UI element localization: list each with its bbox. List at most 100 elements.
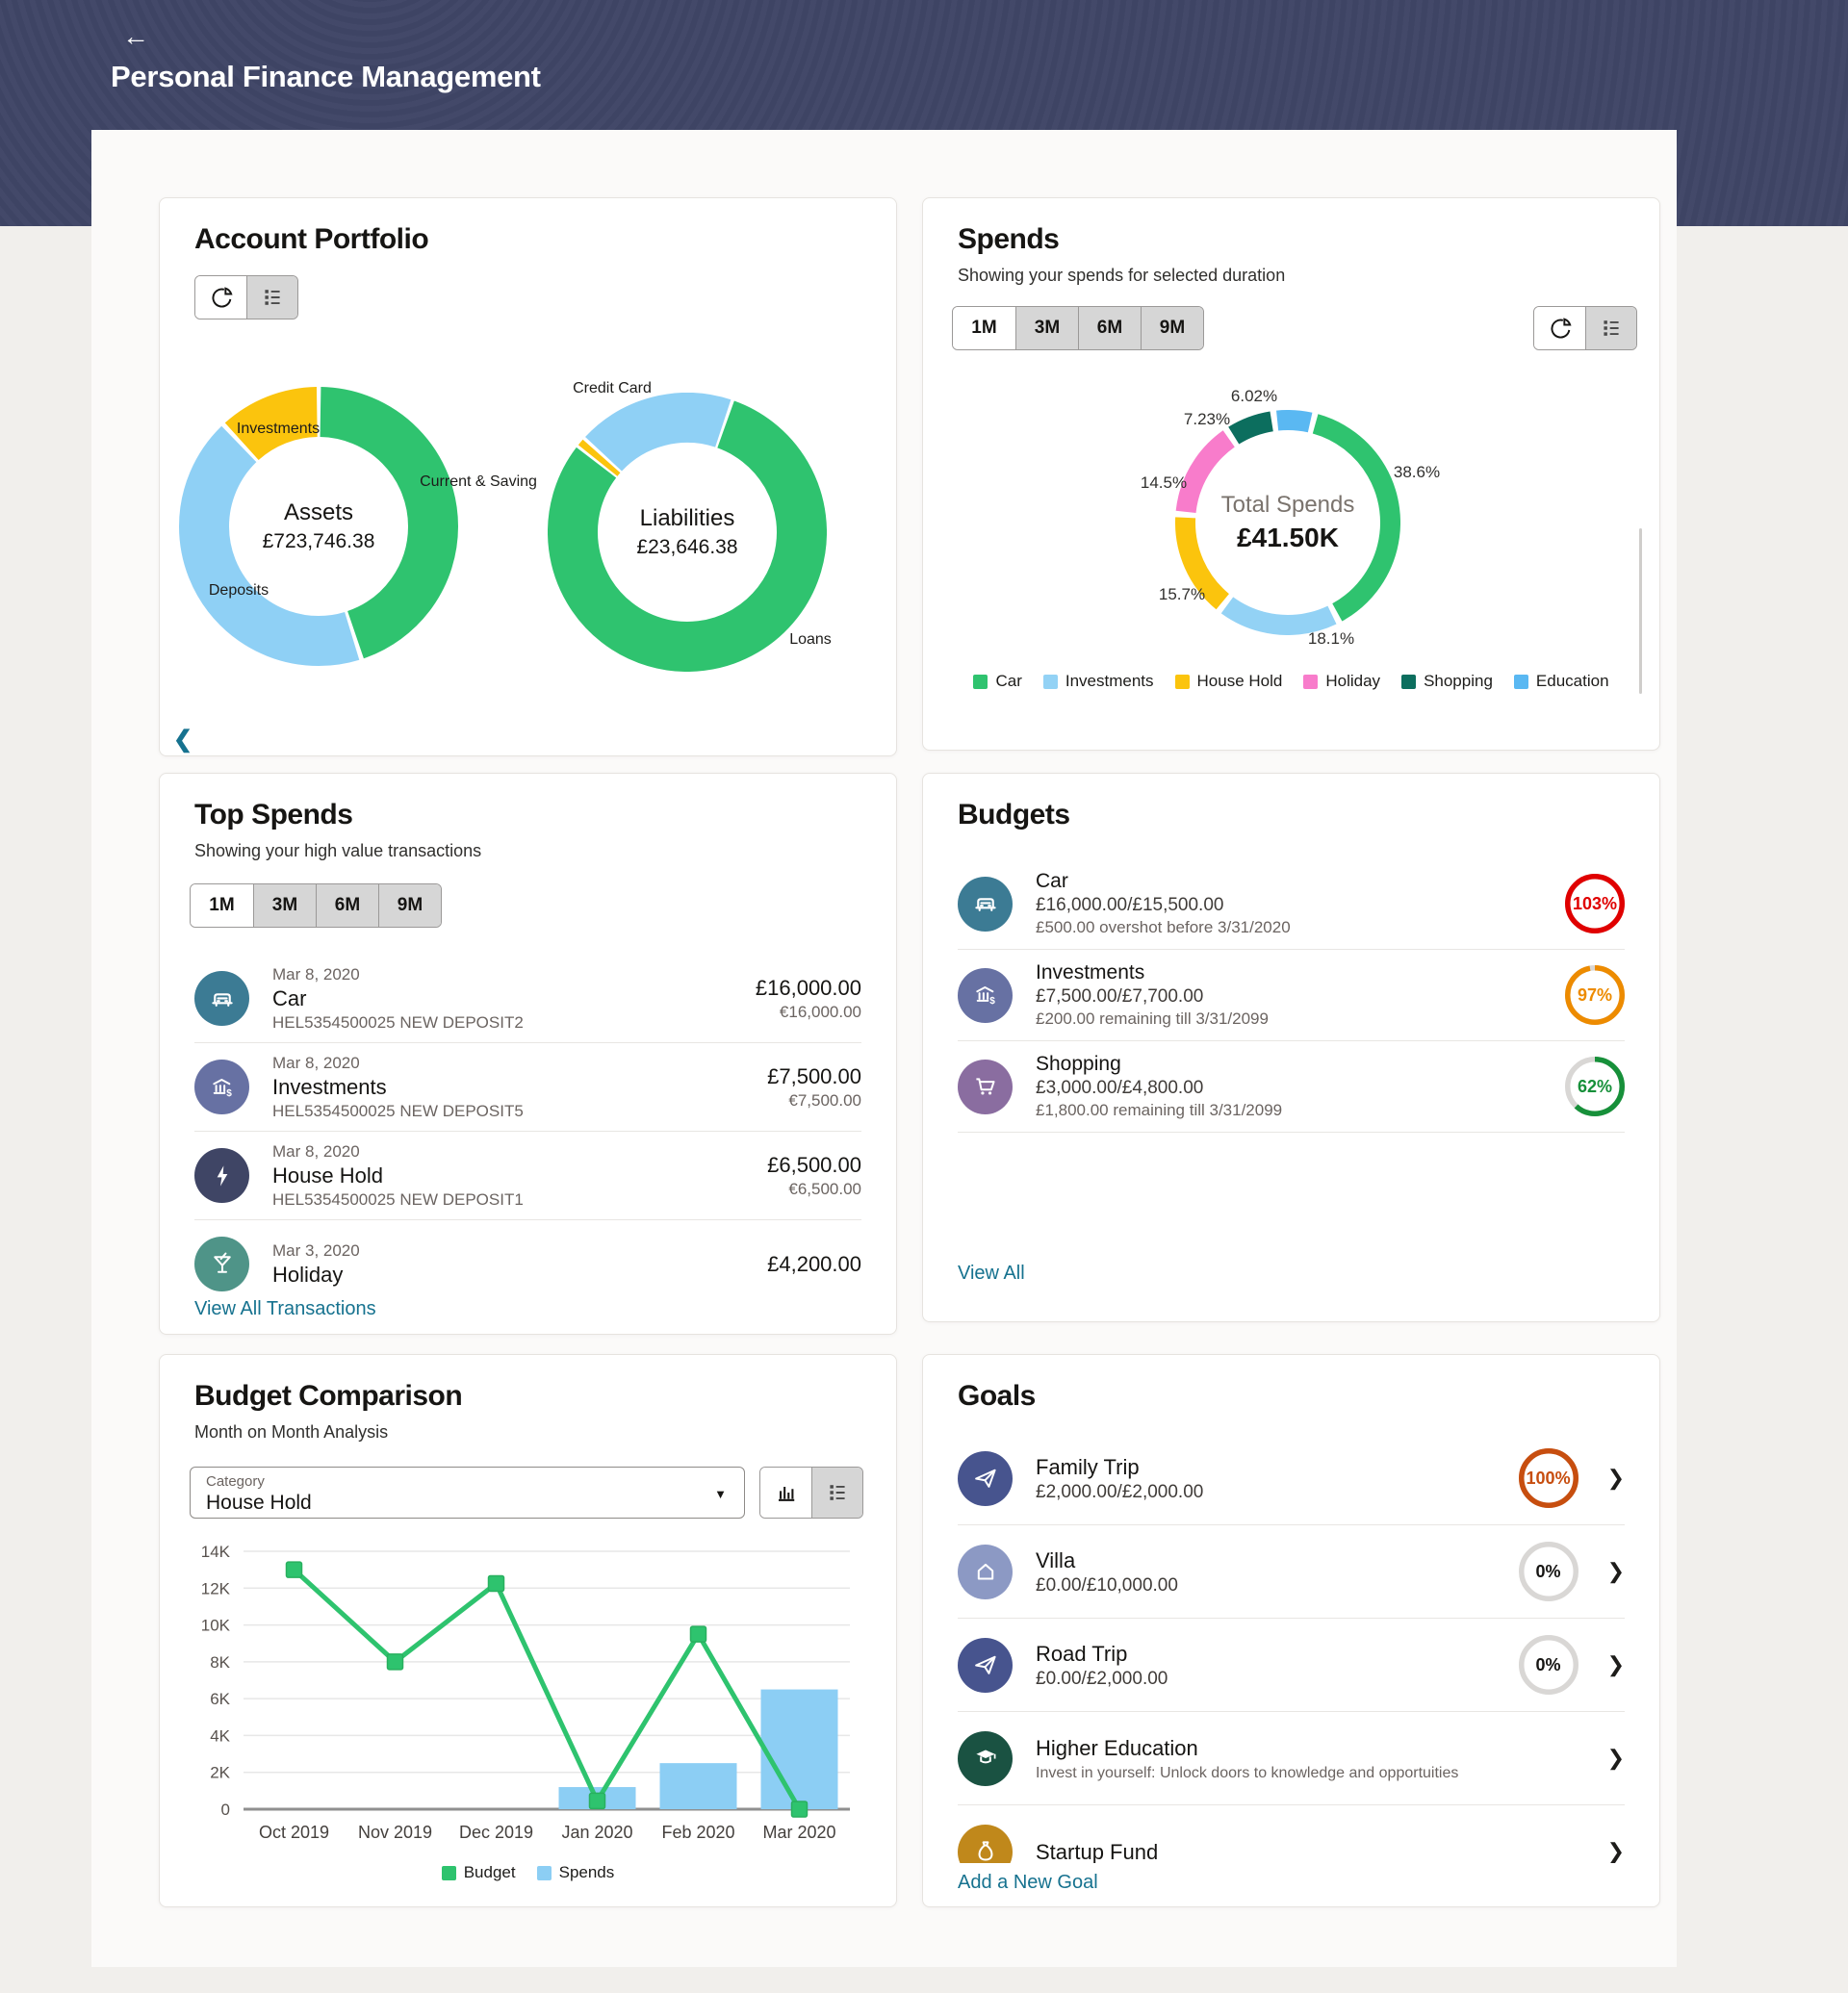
svg-text:Feb 2020: Feb 2020 [661,1823,734,1842]
scrollbar[interactable] [1639,528,1642,694]
progress-ring: 97% [1565,965,1625,1025]
svg-text:Nov 2019: Nov 2019 [358,1823,432,1842]
chevron-right-icon[interactable]: ❯ [1606,1746,1625,1770]
progress-ring-value: 103% [1572,893,1618,913]
progress-ring: 0% [1518,1635,1578,1695]
transaction-title: Investments [272,1074,387,1099]
comparison-view-toggle [759,1467,863,1519]
liabilities-donut-chart: Liabilities £23,646.38 [548,393,827,672]
legend-swatch [1513,674,1528,689]
legend-item: Spends [536,1863,614,1882]
goal-amount: £2,000.00/£2,000.00 [1036,1482,1204,1502]
legend-swatch [1303,674,1319,689]
goal-row[interactable]: Villa £0.00/£10,000.00 0% ❯ [958,1525,1625,1619]
goal-row[interactable]: Higher Education Invest in yourself: Unl… [958,1712,1625,1805]
plane-icon [958,1450,1013,1506]
bolt-icon [194,1148,249,1203]
transaction-amount: £6,500.00 [767,1152,861,1177]
transaction-ref: HEL5354500025 NEW DEPOSIT1 [272,1189,524,1209]
goal-row[interactable]: Startup Fund ❯ [958,1805,1625,1863]
transaction-row[interactable]: Mar 8, 2020 Car HEL5354500025 NEW DEPOSI… [194,955,861,1043]
duration-9M-button[interactable]: 9M [378,884,441,927]
pct-education: 6.02% [1230,387,1278,405]
list-view-icon[interactable] [246,276,297,319]
transaction-date: Mar 3, 2020 [272,1240,360,1260]
pct-car: 38.6% [1393,463,1441,481]
legend-item: Education [1513,672,1609,691]
budgets-list: Car £16,000.00/£15,500.00 £500.00 oversh… [958,858,1625,1147]
budget-note: £500.00 overshot before 3/31/2020 [1036,918,1291,936]
goal-title: Family Trip [1036,1455,1140,1479]
chevron-right-icon[interactable]: ❯ [1606,1652,1625,1676]
transactions-list: Mar 8, 2020 Car HEL5354500025 NEW DEPOSI… [194,955,861,1291]
budget-note: £200.00 remaining till 3/31/2099 [1036,1009,1269,1028]
chevron-right-icon[interactable]: ❯ [1606,1466,1625,1490]
back-arrow-icon[interactable]: ← [122,21,149,51]
goal-amount: £0.00/£2,000.00 [1036,1669,1168,1689]
transaction-row[interactable]: Mar 3, 2020 Holiday £4,200.00 [194,1220,861,1291]
cocktail-icon [194,1237,249,1291]
chevron-down-icon: ▼ [714,1487,727,1501]
chevron-right-icon[interactable]: ❯ [1606,1839,1625,1863]
progress-ring-value: 100% [1526,1468,1571,1488]
goal-amount: £0.00/£10,000.00 [1036,1575,1178,1596]
view-all-transactions-link[interactable]: View All Transactions [194,1298,376,1319]
duration-3M-button[interactable]: 3M [253,884,316,927]
svg-text:4K: 4K [210,1726,230,1745]
transaction-date: Mar 8, 2020 [272,964,360,984]
list-view-icon[interactable] [1585,307,1636,349]
view-all-budgets-link[interactable]: View All [958,1263,1025,1284]
duration-9M-button[interactable]: 9M [1141,307,1203,349]
carousel-prev-arrow[interactable]: ❮ [173,727,193,753]
cart-icon [958,1059,1013,1114]
card-subtitle: Month on Month Analysis [194,1422,389,1442]
transaction-amount-eur: €7,500.00 [788,1090,861,1110]
card-title: Account Portfolio [194,223,429,255]
duration-3M-button[interactable]: 3M [1015,307,1078,349]
legend-item: Investments [1042,672,1154,691]
category-select[interactable]: Category House Hold ▼ [190,1467,745,1519]
add-new-goal-link[interactable]: Add a New Goal [958,1872,1098,1893]
chevron-right-icon[interactable]: ❯ [1606,1559,1625,1583]
card-title: Budgets [958,799,1070,830]
bar-chart-icon[interactable] [760,1468,811,1518]
duration-1M-button[interactable]: 1M [191,884,253,927]
card-title: Budget Comparison [194,1380,463,1412]
svg-text:Dec 2019: Dec 2019 [459,1823,533,1842]
legend-item: House Hold [1174,672,1282,691]
pie-chart-icon[interactable] [1534,307,1585,349]
goal-title: Higher Education [1036,1736,1198,1760]
top-spends-card: Top Spends Showing your high value trans… [159,773,897,1335]
spends-card: Spends Showing your spends for selected … [922,197,1660,751]
duration-6M-button[interactable]: 6M [316,884,378,927]
svg-text:2K: 2K [210,1764,230,1782]
svg-text:$: $ [989,996,995,1007]
goals-list: Family Trip £2,000.00/£2,000.00 100% ❯ V… [958,1432,1625,1863]
budget-title: Shopping [1036,1053,1121,1075]
moneybag-icon [958,1824,1013,1863]
svg-text:Oct 2019: Oct 2019 [259,1823,329,1842]
transaction-row[interactable]: Mar 8, 2020 House Hold HEL5354500025 NEW… [194,1132,861,1220]
goal-row[interactable]: Family Trip £2,000.00/£2,000.00 100% ❯ [958,1432,1625,1525]
duration-6M-button[interactable]: 6M [1078,307,1141,349]
svg-text:Mar 2020: Mar 2020 [762,1823,835,1842]
legend-swatch [1174,674,1190,689]
legend-swatch [1401,674,1417,689]
list-view-icon[interactable] [811,1468,862,1518]
card-subtitle: Showing your spends for selected duratio… [958,266,1286,285]
goal-subtitle: Invest in yourself: Unlock doors to know… [1036,1765,1459,1781]
budget-amounts: £16,000.00/£15,500.00 [1036,895,1224,915]
transaction-row[interactable]: $ Mar 8, 2020 Investments HEL5354500025 … [194,1043,861,1132]
budgets-card: Budgets Car £16,000.00/£15,500.00 £500.0… [922,773,1660,1322]
goal-title: Road Trip [1036,1642,1128,1666]
budget-row[interactable]: Car £16,000.00/£15,500.00 £500.00 oversh… [958,858,1625,950]
card-title: Goals [958,1380,1036,1412]
duration-1M-button[interactable]: 1M [953,307,1015,349]
budget-row[interactable]: Shopping £3,000.00/£4,800.00 £1,800.00 r… [958,1041,1625,1133]
budget-row[interactable]: $ Investments £7,500.00/£7,700.00 £200.0… [958,950,1625,1041]
legend-item: Holiday [1303,672,1380,691]
goal-row[interactable]: Road Trip £0.00/£2,000.00 0% ❯ [958,1619,1625,1712]
transaction-title: House Hold [272,1163,383,1188]
legend-item: Shopping [1401,672,1493,691]
pie-chart-icon[interactable] [195,276,246,319]
